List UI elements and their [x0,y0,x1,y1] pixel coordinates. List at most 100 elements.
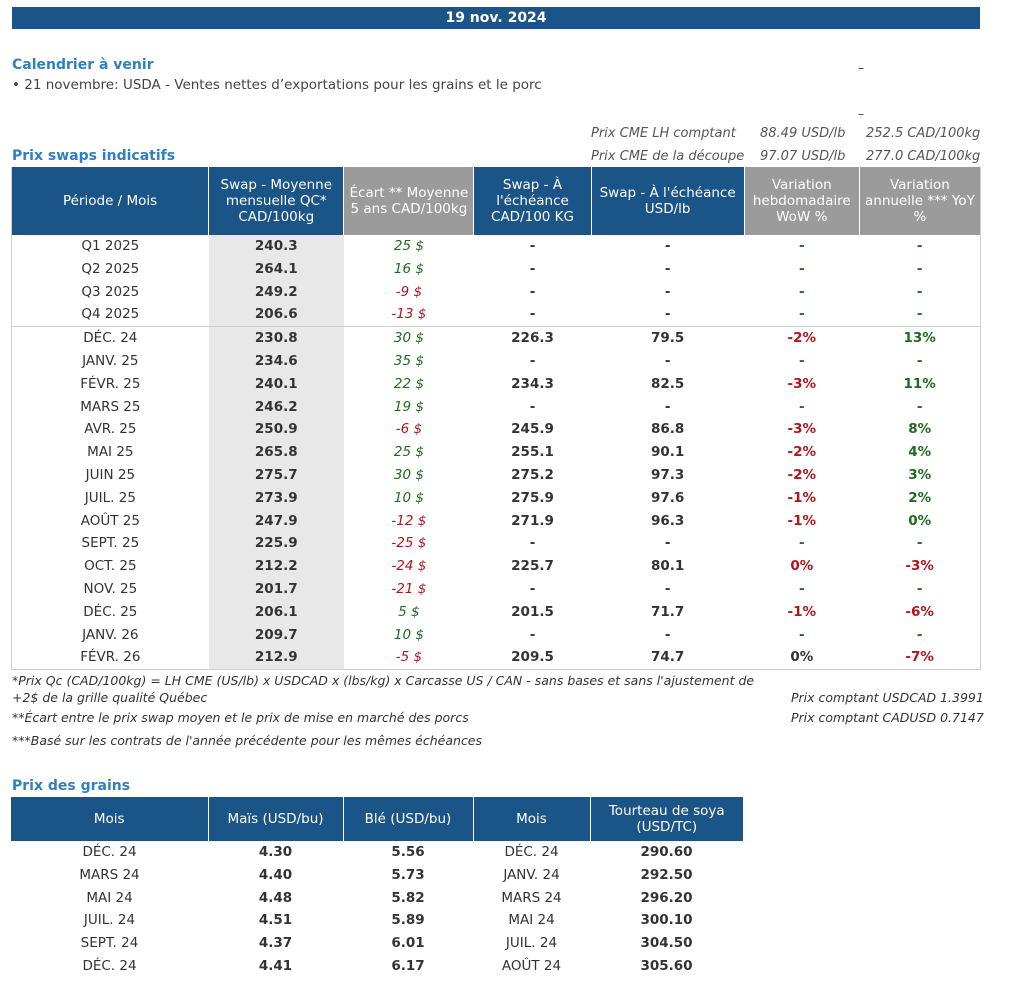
grain-month2-cell: AOÛT 24 [501,957,562,974]
swap-usd-cell: 90.1 [650,444,685,461]
wheat-price-cell: 6.17 [391,957,425,974]
wow-cell: - [798,238,805,254]
footnote-formula-cont: +2$ de la grille qualité Québec [12,690,208,705]
spread-cell: 5 $ [398,603,420,620]
table-row: AOÛT 25 247.9 -12 $ 271.9 96.3 -1% 0% [12,509,981,533]
swap-monthly-cell: 206.1 [208,600,344,624]
yoy-cell: 4% [908,444,932,461]
grains-title: Prix des grains [12,778,131,794]
period-cell: SEPT. 25 [81,535,140,552]
yoy-cell: - [916,580,923,597]
swap-monthly-cell: 265.8 [208,441,344,464]
spread-cell: 10 $ [393,626,424,643]
col-header-yoy: Variation annuelle *** YoY % [858,167,981,235]
swap-usd-cell: 71.7 [650,603,685,620]
calendar-dash: – [858,107,864,121]
swap-monthly-cell: 201.7 [208,577,344,601]
swap-usd-cell: - [664,283,671,300]
wow-cell: -3% [787,375,817,392]
col-header-swap-usd: Swap - À l'échéance USD/lb [590,167,745,235]
wheat-price-cell: 5.56 [391,844,425,860]
corn-price-cell: 4.37 [258,935,293,952]
swap-cad-cell: - [529,398,536,415]
wow-cell: -2% [787,444,817,461]
period-cell: JANV. 25 [82,352,139,369]
spread-cell: -9 $ [395,283,423,300]
swap-usd-cell: 82.5 [650,375,685,392]
wheat-price-cell: 6.01 [391,935,425,952]
soymeal-price-cell: 292.50 [640,866,693,883]
period-cell: FÉVR. 26 [80,649,141,666]
wow-cell: - [798,398,805,415]
table-row: Q4 2025 206.6 -13 $ - - - - [12,303,981,327]
wheat-price-cell: 5.89 [391,912,425,929]
period-cell: JUIN 25 [85,466,136,483]
table-row: DÉC. 24 230.8 30 $226.3 79.5 -2% 13% [11,326,981,350]
table-row: OCT. 25 212.2 -24 $ 225.7 80.1 0% -3% [12,555,981,578]
cme-cad: 252.5 CAD/100kg [866,126,981,141]
swap-usd-cell: - [664,238,671,254]
period-cell: DÉC. 24 [11,326,209,350]
yoy-cell: - [916,283,923,300]
period-cell: JUIL. 25 [84,489,136,506]
swap-cad-cell: - [529,238,536,254]
footnote-spread: **Écart entre le prix swap moyen et le p… [12,710,469,725]
grain-month-cell: DÉC. 24 [82,957,137,974]
wow-cell: - [798,626,805,643]
period-cell: Q2 2025 [81,260,140,277]
col-header-wow: Variation hebdomadaire WoW % [743,167,860,235]
swap-monthly-cell: 234.6 [208,349,344,373]
yoy-cell: 13% [859,326,981,350]
spread-cell: -13 $ [391,306,427,323]
period-cell: Q1 2025 [81,238,140,254]
wow-cell: -1% [787,512,817,529]
swap-cad-cell: - [529,626,536,643]
period-cell: OCT. 25 [84,558,137,575]
swap-cad-cell: 234.3 [511,375,554,392]
corn-price-cell: 4.48 [258,889,293,906]
swap-monthly-cell: 240.3 [208,235,344,258]
wheat-price-cell: 5.73 [391,866,425,883]
grain-header-wheat: Blé (USD/bu) [342,797,473,841]
wow-cell: -3% [787,421,817,438]
yoy-cell: - [916,238,923,254]
grain-header-corn: Maïs (USD/bu) [207,797,343,841]
swap-monthly-cell: 264.1 [208,257,344,281]
period-cell: AOÛT 25 [80,512,140,529]
grain-month-cell: MAI 24 [86,889,133,906]
swap-usd-cell: - [664,580,671,597]
grain-header-soymeal: Tourteau de soya (USD/TC) [589,797,743,841]
wow-cell: -2% [787,466,817,483]
table-row: Q2 2025 264.1 16 $ - - - - [12,257,981,281]
swap-usd-cell: - [664,306,671,323]
swap-usd-cell: 97.3 [650,466,685,483]
table-row: JUIL. 25 273.9 10 $ 275.9 97.6 -1% 2% [12,486,981,510]
swap-monthly-cell: 212.9 [208,646,344,670]
wow-cell: 0% [790,558,814,575]
period-cell: MARS 25 [80,398,141,415]
spread-cell: 30 $ [393,466,424,483]
table-row: JUIL. 24 4.51 5.89 MAI 24 300.10 [11,909,743,932]
table-row: MARS 24 4.40 5.73 JANV. 24 292.50 [11,864,743,887]
swap-monthly-cell: 212.2 [208,555,344,578]
soymeal-price-cell: 296.20 [640,889,693,906]
corn-price-cell: 4.51 [258,912,293,929]
table-row: SEPT. 25 225.9 -25 $ - - - - [12,532,981,556]
swap-monthly-cell: 249.2 [208,280,344,304]
spread-cell: 16 $ [393,260,424,277]
swap-monthly-cell: 240.1 [208,372,344,396]
table-row: DÉC. 24 4.41 6.17 AOÛT 24 305.60 [11,955,743,978]
wow-cell: - [798,352,805,369]
yoy-cell: - [916,535,923,552]
period-cell: MAI 25 [87,444,134,461]
swap-monthly-cell: 225.9 [208,532,344,556]
corn-price-cell: 4.40 [258,866,293,883]
swaps-table: Période / Mois Swap - Moyenne mensuelle … [11,167,981,671]
swap-usd-cell: 86.8 [650,421,685,438]
calendar-dash: – [858,61,864,75]
period-cell: DÉC. 25 [83,603,138,620]
grain-month2-cell: MARS 24 [501,889,562,906]
yoy-cell: - [916,306,923,323]
grain-month2-cell: DÉC. 24 [504,844,559,860]
yoy-cell: - [916,260,923,277]
